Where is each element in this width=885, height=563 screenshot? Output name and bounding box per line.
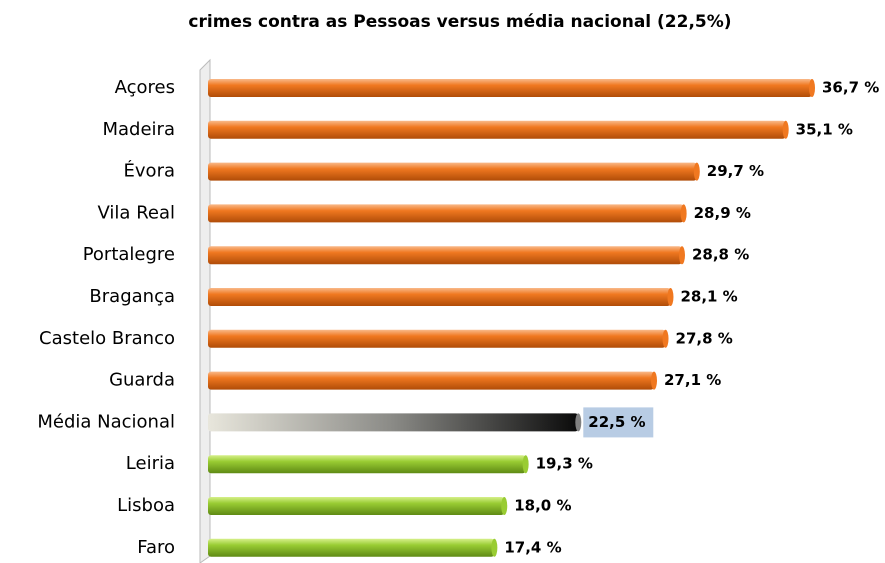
value-label: 28,8 % (692, 246, 749, 264)
value-label: 27,8 % (676, 329, 733, 347)
value-label: 27,1 % (664, 371, 721, 389)
category-label: Faro (137, 537, 175, 558)
bar-cap (680, 204, 687, 223)
bar (208, 162, 697, 181)
bar-cap (501, 497, 508, 515)
category-label: Évora (124, 160, 175, 182)
chart-title: crimes contra as Pessoas versus média na… (188, 12, 731, 32)
category-label: Bragança (89, 286, 175, 307)
value-label: 17,4 % (504, 538, 561, 556)
value-label: 28,9 % (694, 204, 751, 222)
value-label: 18,0 % (514, 497, 571, 515)
category-label: Açores (115, 77, 175, 98)
value-label: 35,1 % (796, 120, 853, 138)
category-label: Lisboa (117, 495, 175, 516)
value-label: 22,5 % (588, 413, 645, 431)
bar (208, 371, 655, 390)
value-label-bg (583, 407, 654, 438)
bar-cap (809, 79, 815, 97)
category-label: Madeira (103, 119, 176, 140)
bar (208, 455, 526, 474)
category-label: Portalegre (83, 244, 175, 265)
bar (208, 120, 786, 139)
bar-cap (651, 371, 658, 390)
bar-cap (491, 538, 498, 557)
bar (208, 538, 495, 557)
bar (208, 288, 671, 306)
bar-cap (662, 329, 669, 348)
bar (208, 204, 684, 223)
bar-cap (575, 413, 582, 432)
category-label: Castelo Branco (39, 328, 175, 349)
bar (208, 497, 505, 515)
bar-cap (782, 120, 789, 139)
category-label: Guarda (109, 370, 175, 391)
value-label: 29,7 % (707, 162, 764, 180)
bar-cap (522, 455, 529, 474)
value-label: 36,7 % (822, 79, 879, 97)
category-label: Média Nacional (37, 411, 175, 432)
bar-cap (667, 288, 674, 306)
value-label: 19,3 % (536, 455, 593, 473)
bar-cap (693, 162, 700, 181)
category-label: Leiria (126, 453, 175, 474)
bar-cap (678, 246, 685, 265)
bar (208, 413, 579, 432)
bar (208, 79, 812, 97)
bar (208, 246, 682, 265)
value-label: 28,1 % (680, 288, 737, 306)
category-label: Vila Real (98, 202, 175, 223)
bar (208, 329, 666, 348)
